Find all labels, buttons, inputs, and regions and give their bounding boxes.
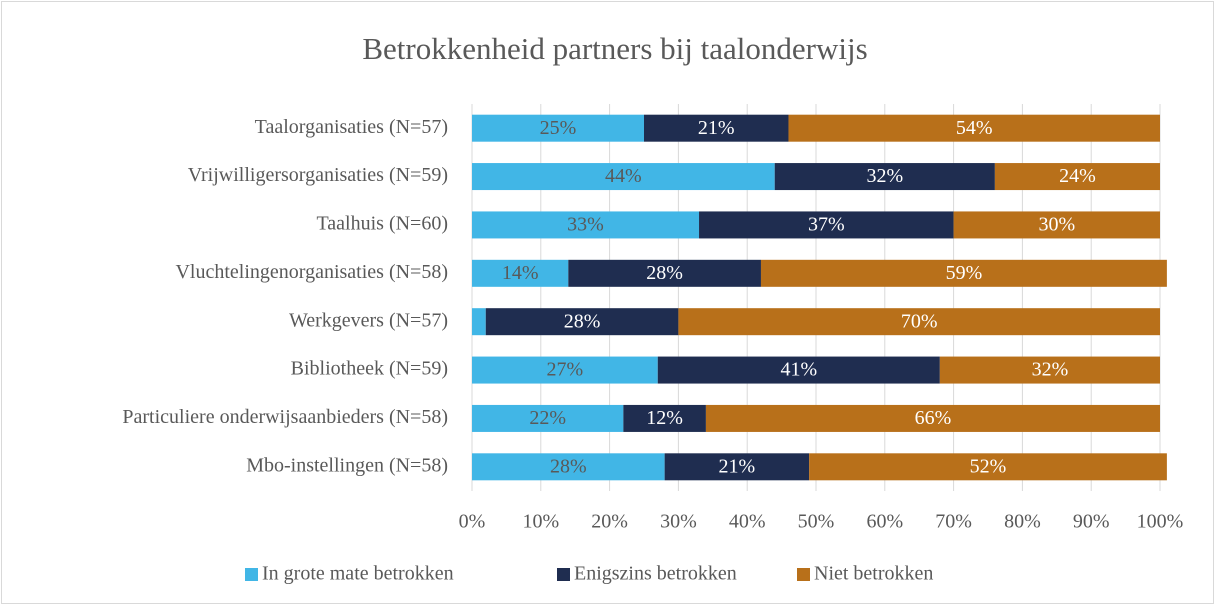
y-tick-label: Particuliere onderwijsaanbieders (N=58) bbox=[122, 406, 448, 428]
x-tick-label: 70% bbox=[935, 511, 972, 533]
data-label: 27% bbox=[547, 359, 584, 381]
bar-segment bbox=[809, 453, 1167, 481]
bar-segment bbox=[472, 308, 486, 336]
legend-swatch bbox=[557, 568, 570, 581]
bar-segment bbox=[472, 259, 569, 287]
bar-segment bbox=[472, 404, 624, 432]
y-tick-label: Vluchtelingenorganisaties (N=58) bbox=[175, 261, 448, 283]
data-label: 28% bbox=[550, 455, 587, 477]
data-label: 32% bbox=[1032, 359, 1069, 381]
bars bbox=[472, 114, 1167, 481]
x-tick-label: 30% bbox=[660, 511, 697, 533]
data-label: 21% bbox=[698, 117, 735, 139]
x-tick-label: 90% bbox=[1073, 511, 1110, 533]
data-label: 25% bbox=[540, 117, 577, 139]
bar-segment bbox=[472, 114, 644, 142]
bar-segment bbox=[472, 453, 665, 481]
x-tick-label: 60% bbox=[866, 511, 903, 533]
legend-label: Enigszins betrokken bbox=[574, 563, 737, 585]
y-tick-label: Werkgevers (N=57) bbox=[289, 309, 448, 331]
data-label: 54% bbox=[956, 117, 993, 139]
data-label: 30% bbox=[1038, 214, 1075, 236]
x-tick-label: 80% bbox=[1004, 511, 1041, 533]
chart-title: Betrokkenheid partners bij taalonderwijs bbox=[362, 31, 867, 66]
data-label: 12% bbox=[646, 407, 683, 429]
x-tick-label: 10% bbox=[522, 511, 559, 533]
data-label: 32% bbox=[866, 165, 903, 187]
bar-segment bbox=[788, 114, 1160, 142]
data-label: 14% bbox=[502, 262, 539, 284]
bar-segment bbox=[994, 163, 1160, 191]
y-tick-label: Mbo-instellingen (N=58) bbox=[246, 454, 448, 476]
legend-swatch bbox=[245, 568, 258, 581]
data-label: 59% bbox=[946, 262, 983, 284]
data-label: 22% bbox=[529, 407, 566, 429]
bar-segment bbox=[623, 404, 706, 432]
legend-swatch bbox=[797, 568, 810, 581]
bar-segment bbox=[472, 163, 775, 191]
bar-segment bbox=[678, 308, 1160, 336]
bar-segment bbox=[472, 356, 658, 384]
bar-segment bbox=[760, 259, 1167, 287]
x-tick-label: 100% bbox=[1137, 511, 1184, 533]
y-tick-label: Taalhuis (N=60) bbox=[316, 213, 448, 235]
data-label: 24% bbox=[1059, 165, 1096, 187]
bar-segment bbox=[644, 114, 789, 142]
x-tick-label: 50% bbox=[798, 511, 835, 533]
y-tick-label: Bibliotheek (N=59) bbox=[291, 358, 448, 380]
bar-segment bbox=[657, 356, 940, 384]
bar-segment bbox=[939, 356, 1160, 384]
y-tick-label: Taalorganisaties (N=57) bbox=[255, 116, 448, 138]
data-label: 37% bbox=[808, 214, 845, 236]
data-label: 33% bbox=[567, 214, 604, 236]
x-tick-label: 0% bbox=[459, 511, 486, 533]
y-tick-label: Vrijwilligersorganisaties (N=59) bbox=[188, 164, 448, 186]
bar-segment bbox=[485, 308, 679, 336]
data-label: 41% bbox=[780, 359, 817, 381]
data-label: 70% bbox=[901, 310, 938, 332]
data-label: 52% bbox=[970, 455, 1007, 477]
legend-label: Niet betrokken bbox=[814, 563, 933, 585]
legend-label: In grote mate betrokken bbox=[262, 563, 454, 585]
x-tick-label: 20% bbox=[591, 511, 628, 533]
labels: 0% 10% 20% 30% 40% 50% 60% 70% 80% 90% 100% Taalorg… bbox=[122, 116, 1183, 585]
bar-segment bbox=[774, 163, 995, 191]
bar-segment bbox=[699, 211, 954, 239]
bar-segment bbox=[664, 453, 810, 481]
data-label: 66% bbox=[915, 407, 952, 429]
data-label: 28% bbox=[564, 310, 601, 332]
bar-segment bbox=[568, 259, 761, 287]
data-label: 44% bbox=[605, 165, 642, 187]
x-tick-label: 40% bbox=[729, 511, 766, 533]
data-label: 21% bbox=[719, 455, 756, 477]
bar-segment bbox=[705, 404, 1160, 432]
data-label: 28% bbox=[646, 262, 683, 284]
bar-segment bbox=[953, 211, 1160, 239]
bar-segment bbox=[472, 211, 700, 239]
